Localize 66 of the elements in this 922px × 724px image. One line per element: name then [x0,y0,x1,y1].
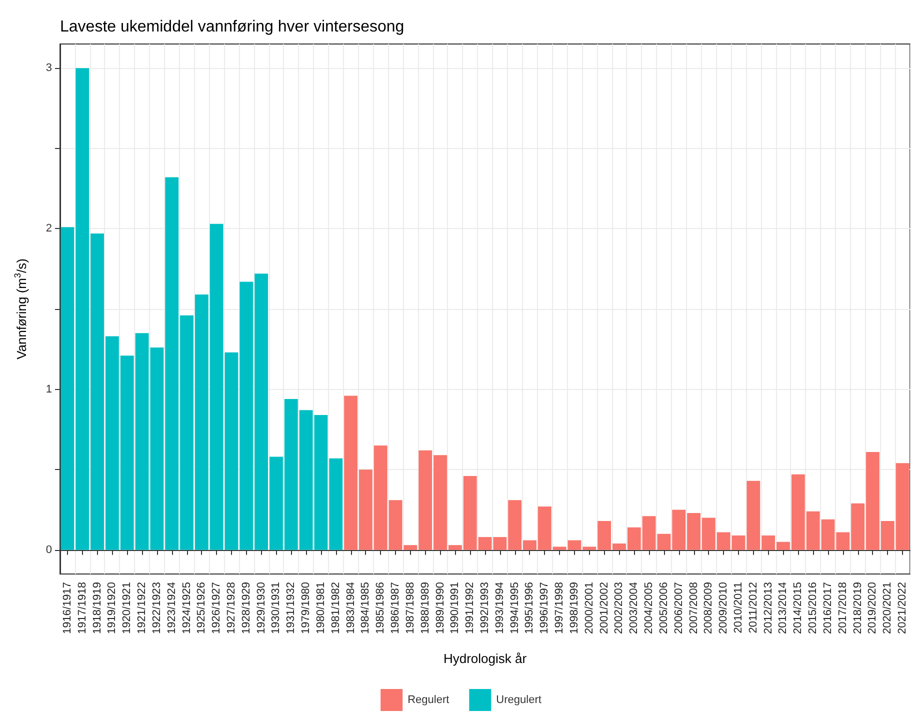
x-tick-label: 2019/2020 [866,582,879,634]
x-tick-label: 1930/1931 [270,582,282,634]
x-tick-label: 2014/2015 [792,582,804,634]
x-axis-title: Hydrologisk år [443,651,528,666]
x-tick-label: 1987/1988 [404,582,416,634]
chart-title: Laveste ukemiddel vannføring hver vintersesong [60,18,404,36]
x-tick-label: 1931/1932 [285,582,298,634]
x-tick-label: 1998/1999 [568,582,580,634]
x-tick-label: 2004/2005 [643,582,656,634]
x-tick-label: 2017/2018 [836,582,849,634]
y-tick-label: 2 [46,222,52,235]
x-tick-label: 2013/2014 [777,582,790,634]
x-tick-label: 2021/2022 [896,582,909,634]
x-tick-label: 1989/1990 [434,582,446,634]
x-tick-label: 1920/1921 [121,582,134,634]
x-tick-label: 1990/1991 [449,582,462,634]
x-tick-label: 2008/2009 [702,582,715,634]
y-tick-label: 3 [46,62,52,74]
x-tick-label: 1997/1998 [554,582,566,634]
y-tick-label: 1 [46,383,52,396]
x-tick-label: 1919/1920 [106,582,118,634]
x-tick-label: 1979/1980 [300,582,312,634]
x-tick-label: 1981/1982 [330,582,342,634]
x-tick-label: 1928/1929 [240,582,252,634]
x-tick-label: 2015/2016 [807,582,820,634]
x-tick-label: 2000/2001 [583,582,596,634]
x-tick-label: 2003/2004 [628,582,640,634]
x-tick-label: 1980/1981 [314,582,327,634]
legend-label: Uregulert [496,694,542,706]
x-tick-label: 1921/1922 [136,582,148,634]
x-tick-label: 1995/1996 [524,582,536,634]
x-tick-label: 1916/1917 [61,582,74,634]
x-tick-label: 2016/2017 [822,582,834,634]
x-tick-label: 2010/2011 [732,582,745,634]
x-tick-label: 1985/1986 [374,582,387,634]
x-tick-label: 1922/1923 [150,582,163,634]
x-tick-label: 1986/1987 [390,582,402,634]
x-tick-label: 2009/2010 [718,582,730,634]
x-tick-label: 1984/1985 [360,582,372,634]
x-tick-label: 2011/2012 [747,582,760,634]
x-tick-label: 1918/1919 [91,582,104,634]
x-tick-label: 1994/1995 [508,582,521,634]
x-tick-label: 1991/1992 [464,582,476,634]
x-tick-label: 1988/1989 [419,582,432,634]
x-tick-label: 1924/1925 [180,582,193,634]
y-tick-label: 0 [46,544,52,556]
x-tick-label: 1983/1984 [344,582,357,634]
x-tick-label: 1925/1926 [196,582,208,634]
x-tick-label: 2006/2007 [672,582,685,634]
x-tick-label: 1927/1928 [225,582,238,634]
x-tick-label: 1996/1997 [538,582,551,634]
x-tick-label: 1923/1924 [166,582,178,634]
x-tick-label: 1993/1994 [494,582,506,634]
x-tick-label: 2020/2021 [882,582,894,634]
x-tick-label: 2007/2008 [688,582,700,634]
x-tick-label: 2001/2002 [598,582,610,634]
x-tick-label: 1917/1918 [76,582,88,634]
x-tick-label: 1992/1993 [479,582,491,634]
x-tick-label: 2012/2013 [762,582,774,634]
x-tick-label: 1926/1927 [210,582,223,634]
legend-label: Regulert [408,694,450,706]
x-tick-label: 1929/1930 [255,582,268,634]
x-tick-label: 2002/2003 [613,582,626,634]
x-tick-label: 2005/2006 [658,582,670,634]
y-axis-title: Vannføring (m3/s) [12,258,29,360]
x-tick-label: 2018/2019 [852,582,864,634]
